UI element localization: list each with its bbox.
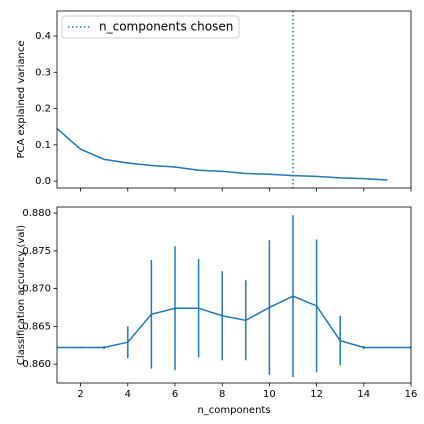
x-tick-label: 14 — [357, 389, 370, 400]
plot-area — [57, 207, 411, 383]
axes-frame — [56, 10, 412, 189]
plot — [57, 11, 388, 188]
y-tick-label: 0.875 — [22, 246, 51, 257]
x-axis-label: n_components — [197, 405, 270, 416]
y-tick-label: 0.0 — [35, 176, 51, 187]
y-tick-label: 0.870 — [22, 284, 51, 295]
data-line — [57, 295, 411, 349]
x-tick-label: 6 — [172, 389, 178, 400]
y-tick-label: 0.2 — [35, 104, 51, 115]
y-axis-label: PCA explained variance — [16, 40, 27, 158]
y-axis-label: Classification accuracy (val) — [16, 225, 27, 365]
x-tick-label: 10 — [263, 389, 276, 400]
plot-area — [57, 11, 411, 188]
y-tick-label: 0.1 — [35, 140, 51, 151]
axes-frame — [56, 206, 412, 384]
y-tick-label: 0.860 — [22, 359, 51, 370]
y-tick-label: 0.4 — [35, 31, 51, 42]
y-tick-label: 0.880 — [22, 208, 51, 219]
legend-label: n_components chosen — [99, 20, 233, 34]
x-tick-label: 8 — [219, 389, 225, 400]
legend-box — [61, 15, 240, 39]
x-tick-label: 2 — [77, 389, 83, 400]
y-tick-label: 0.865 — [22, 321, 51, 332]
x-tick-label: 12 — [310, 389, 323, 400]
plot — [57, 215, 411, 377]
x-tick-label: 4 — [125, 389, 131, 400]
legend: n_components chosen — [61, 15, 240, 39]
data-line — [57, 127, 388, 181]
x-tick-label: 16 — [405, 389, 418, 400]
y-tick-label: 0.3 — [35, 67, 51, 78]
